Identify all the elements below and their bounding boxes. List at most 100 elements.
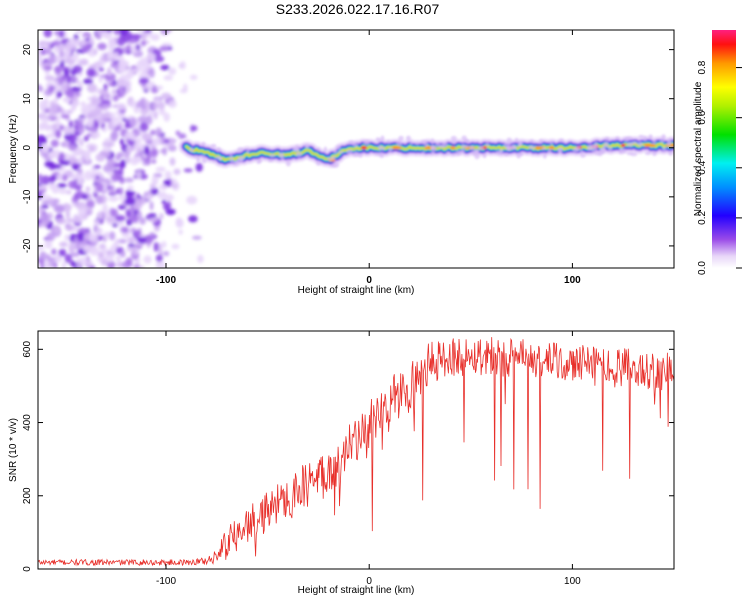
noise-blob [173,168,181,175]
ridge-speckle [477,145,485,151]
noise-blob [152,180,157,187]
noise-blob [115,215,126,222]
noise-blob [72,164,79,171]
noise-blob [155,127,163,138]
noise-blob [97,251,105,259]
noise-blob [60,84,69,92]
noise-blob [163,75,173,81]
ridge-speckle [216,146,222,152]
noise-blob [105,50,115,60]
noise-blob [38,185,46,191]
noise-blob [51,184,60,194]
ridge-speckle [269,153,276,158]
noise-blob [72,201,77,207]
noise-blob [160,64,170,71]
ridge-speckle [515,137,519,143]
colorbar-gradient [712,30,736,268]
noise-blob [164,170,172,180]
noise-blob [115,254,122,263]
noise-blob [71,175,77,181]
ridge-hotspot [644,143,656,147]
signal-ridge [178,134,674,169]
noise-blob [65,47,72,56]
ridge-speckle [517,143,521,147]
snr-panel: -100 0 100 0 200 400 600 Height of straight li… [8,330,675,596]
ridge-speckle [210,143,217,148]
ridge-speckle [337,150,345,154]
ridge-speckle [257,158,263,163]
noise-blob [48,85,55,93]
noise-blob [143,255,152,264]
top-y-tick-label: 0 [22,145,33,151]
ridge-speckle [631,140,638,145]
noise-blob [94,121,100,129]
ridge-speckle [580,153,586,158]
noise-blob [68,134,78,142]
noise-blob [119,138,125,146]
noise-blob [59,49,65,58]
ridge-speckle [229,154,233,159]
ridge-speckle [661,134,666,139]
noise-blob [100,259,108,266]
noise-blob [178,229,183,235]
noise-blob [66,218,75,224]
noise-blob [153,241,159,252]
noise-blob [159,45,169,52]
noise-blob [136,137,142,145]
ridge-speckle [637,141,643,147]
noise-blob [59,241,69,248]
noise-blob [137,236,147,244]
ridge-speckle [547,148,552,154]
noise-blob [64,234,70,241]
top-x-tick-label: 0 [366,275,372,286]
ridge-speckle [602,143,610,148]
noise-blob [72,64,83,74]
noise-blob [44,239,53,250]
noise-blob [161,241,167,249]
noise-blob [53,96,59,106]
noise-blob [102,141,108,147]
noise-blob [97,42,107,51]
noise-blob [95,195,104,205]
noise-blob [175,130,181,136]
noise-blob [86,83,98,93]
noise-blob [105,216,117,223]
noise-blob [128,237,135,243]
noise-blob [156,191,168,200]
bottom-y-tick-label: 200 [22,487,33,504]
noise-blob [74,79,80,84]
ridge-speckle [648,134,653,139]
noise-blob [108,82,115,87]
noise-blob [154,97,162,103]
noise-blob [86,260,93,267]
noise-blob [56,91,61,99]
noise-blob [53,261,58,268]
ridge-speckle [330,164,337,168]
noise-blob [111,88,117,95]
top-y-tick-label: -20 [22,238,33,253]
noise-blob [150,187,159,196]
noise-blob [94,105,103,116]
noise-blob [180,61,186,70]
noise-blob [141,40,146,47]
noise-blob [38,85,44,93]
top-y-tick-label: -10 [22,189,33,204]
ridge-speckle [615,136,620,140]
noise-blob [109,185,115,195]
noise-blob [86,150,91,160]
noise-blob [61,261,67,268]
noise-blob [155,261,166,268]
ridge-speckle [503,153,509,157]
noise-blob [154,224,160,232]
noise-blob [69,252,80,258]
bottom-x-tick-label: 100 [564,576,581,587]
noise-blob [104,253,114,263]
noise-blob [179,88,188,94]
noise-blob [43,48,52,55]
ridge-speckle [652,140,657,144]
noise-blob [143,85,153,90]
noise-blob [70,76,79,81]
bottom-x-tick-label: 0 [366,576,372,587]
noise-blob [104,231,110,240]
bottom-y-tick-label: 400 [22,414,33,431]
